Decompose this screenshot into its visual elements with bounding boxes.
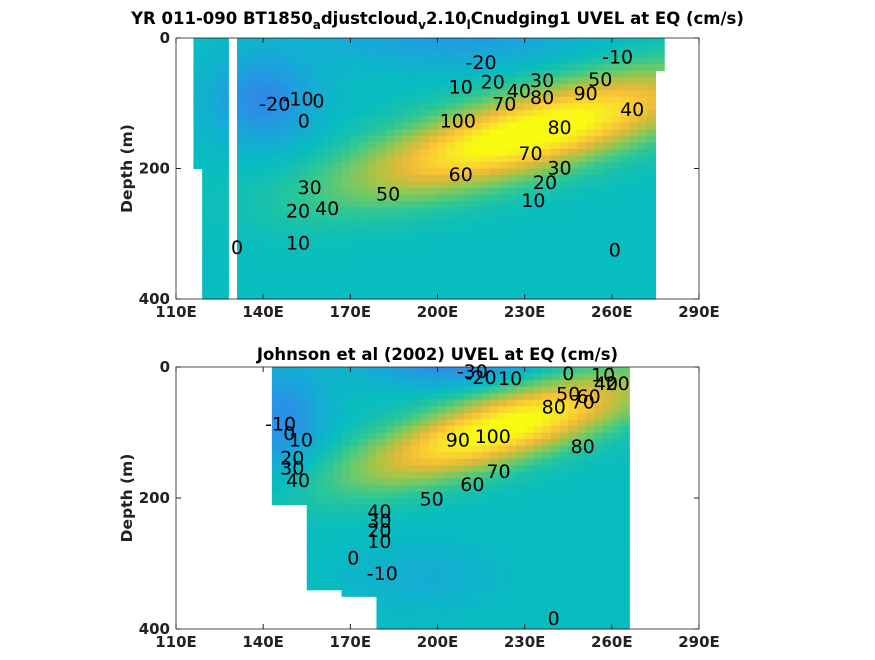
johnson-xtick-label: 110E (155, 633, 197, 651)
johnson-contour-label: 70 (486, 461, 510, 483)
model-contour-label: 50 (588, 69, 612, 91)
model-contour-label: 0 (231, 237, 243, 259)
model-xtick-label: 200E (417, 303, 459, 321)
model-ytick-label: 0 (160, 29, 170, 47)
johnson-contour-label: 20 (280, 448, 304, 470)
johnson-contour-label: -10 (265, 414, 296, 436)
johnson-contour-label: 50 (420, 488, 444, 510)
johnson-contour-label: 0 (562, 363, 574, 385)
model-xtick-label: 230E (504, 303, 546, 321)
model-contour-label: 10 (286, 233, 310, 255)
johnson-contour-label: 10 (289, 429, 313, 451)
model-contour-label: 80 (530, 87, 554, 109)
johnson-ytick-label: 400 (139, 620, 170, 638)
model-contour-label: 90 (574, 83, 598, 105)
johnson-title: Johnson et al (2002) UVEL at EQ (cm/s) (256, 345, 618, 364)
johnson-contour-label: -20 (466, 367, 497, 389)
johnson-contour-label: 30 (280, 458, 304, 480)
johnson-contour-label: 10 (367, 531, 391, 553)
model-contour-label: 0 (312, 90, 324, 112)
model-xtick-label: 290E (678, 303, 720, 321)
model-uvel-panel: 110E 140E 170E 200E 230E 260E 290E 0 200 400 Depth… (118, 9, 744, 321)
model-contour-label: 50 (376, 184, 400, 206)
model-contour-label: 20 (533, 172, 557, 194)
model-ylabel: Depth (m) (118, 124, 136, 213)
model-title: YR 011-090 BT1850adjustcloudv2.10lCnudgi… (130, 9, 744, 32)
model-ytick-label: 200 (139, 160, 170, 178)
model-contour-label: 30 (547, 158, 571, 180)
johnson-contour-label: 100 (475, 426, 511, 448)
johnson-xtick-label: 140E (242, 633, 284, 651)
johnson-xtick-label: 290E (678, 633, 720, 651)
johnson-contour-label: 40 (286, 470, 310, 492)
johnson-uvel-chart: 110E 140E 170E 200E 230E 260E 290E0200400Depth… (118, 345, 720, 651)
johnson-xtick-label: 170E (330, 633, 372, 651)
model-contour-label: -20 (466, 52, 497, 74)
johnson-contour-label: 10 (591, 365, 615, 387)
johnson-contour-label: 50 (556, 384, 580, 406)
johnson-contour-label: 60 (576, 386, 600, 408)
model-contour-label: -20 (259, 94, 290, 116)
johnson-contour-label: -10 (367, 563, 398, 585)
model-contour-label: 20 (286, 201, 310, 223)
johnson-contour-label: 0 (548, 608, 560, 630)
johnson-contour-label: 70 (571, 391, 595, 413)
model-xtick-label: 170E (330, 303, 372, 321)
johnson-contour-label: -30 (457, 361, 488, 383)
model-xtick-label: 140E (242, 303, 284, 321)
johnson-contour-label: 0 (347, 547, 359, 569)
model-xtick-label: 260E (591, 303, 633, 321)
model-contour-label: 30 (530, 70, 554, 92)
model-contour-label: 70 (518, 143, 542, 165)
model-contour-label: 10 (449, 77, 473, 99)
model-contour-label: -10 (602, 47, 633, 69)
model-contour-label: 0 (298, 111, 310, 133)
model-contour-label: 10 (521, 190, 545, 212)
johnson-xtick-label: 260E (591, 633, 633, 651)
model-contour-label: 20 (481, 71, 505, 93)
johnson-contour-label: 20 (606, 373, 630, 395)
johnson-ytick-label: 200 (139, 489, 170, 507)
model-ytick-label: 400 (139, 290, 170, 308)
johnson-contour-label: 10 (498, 368, 522, 390)
johnson-xtick-label: 200E (417, 633, 459, 651)
johnson-contour-label: 60 (460, 474, 484, 496)
model-contour-label: 70 (492, 94, 516, 116)
johnson-ylabel: Depth (m) (118, 454, 136, 543)
johnson-contour-label: 0 (283, 423, 295, 445)
model-contour-label: 30 (298, 177, 322, 199)
johnson-field (271, 367, 630, 630)
model-contour-label: 40 (315, 198, 339, 220)
model-contour-label: 40 (507, 81, 531, 103)
johnson-uvel-panel: 110E 140E 170E 200E 230E 260E 290E 0 200 400 Depth… (0, 330, 875, 656)
johnson-contour-label: 20 (367, 520, 391, 542)
johnson-contour-label: 30 (367, 511, 391, 533)
model-uvel-chart: 110E 140E 170E 200E 230E 260E 290E0200400Depth… (118, 9, 744, 321)
model-contour-label: 80 (547, 117, 571, 139)
model-contour-label: 100 (440, 111, 476, 133)
johnson-contour-label: 40 (367, 501, 391, 523)
johnson-contour-label: 90 (446, 429, 470, 451)
model-contour-label: 60 (449, 164, 473, 186)
model-contour-label: -10 (283, 88, 314, 110)
johnson-contour-label: 40 (594, 373, 618, 395)
model-xtick-label: 110E (155, 303, 197, 321)
model-field (193, 38, 665, 300)
model-contour-label: 40 (620, 99, 644, 121)
model-contour-label: 0 (609, 240, 621, 262)
johnson-contour-label: 80 (542, 397, 566, 419)
johnson-contour-label: 80 (571, 436, 595, 458)
johnson-xtick-label: 230E (504, 633, 546, 651)
johnson-ytick-label: 0 (160, 358, 170, 376)
